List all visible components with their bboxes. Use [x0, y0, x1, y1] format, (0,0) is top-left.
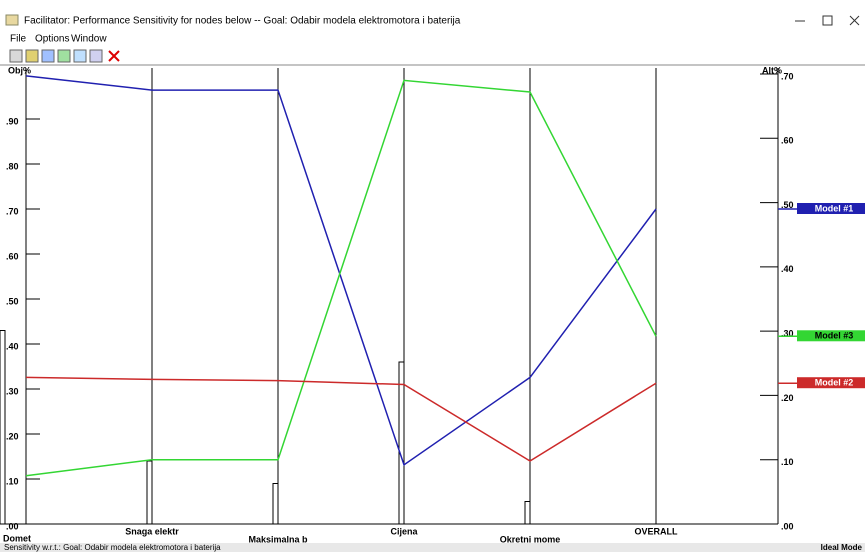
legend-label: Model #1 [815, 203, 854, 213]
series-line [25, 79, 657, 477]
maximize-button[interactable] [822, 15, 833, 26]
x-tick-label: Domet [3, 533, 31, 543]
y2-tick-label: .00 [781, 521, 794, 531]
menu-item[interactable]: Options [35, 34, 69, 45]
x-tick-label: Okretni mome [500, 534, 561, 544]
app-icon [5, 14, 19, 26]
y-tick-label: .70 [6, 206, 19, 216]
toolbar [9, 49, 120, 63]
tool-button[interactable] [108, 50, 120, 62]
y2-tick-label: .40 [781, 264, 794, 274]
series-line [25, 75, 657, 467]
y2-tick-label: .20 [781, 393, 794, 403]
legend-label: Model #2 [815, 378, 854, 388]
tool-button[interactable] [25, 49, 39, 63]
status-bar [0, 543, 865, 552]
y-tick-label: .20 [6, 431, 19, 441]
y-tick-label: .30 [6, 386, 19, 396]
y2-tick-label: .50 [781, 200, 794, 210]
y2-axis-label: Alt% [762, 65, 782, 75]
y-tick-label: .60 [6, 251, 19, 261]
y2-tick-label: .30 [781, 329, 794, 339]
status-text: Sensitivity w.r.t.: Goal: Odabir modela … [4, 543, 221, 552]
window-title: Facilitator: Performance Sensitivity for… [24, 16, 461, 27]
legend-swatch [797, 330, 865, 342]
menu-item[interactable]: Window [71, 34, 107, 45]
close-button[interactable] [849, 15, 860, 26]
menu-item[interactable]: File [10, 34, 27, 45]
tool-button[interactable] [57, 49, 71, 63]
objective-bar [146, 460, 153, 525]
objective-bar [0, 330, 6, 525]
x-tick-label: Cijena [390, 526, 418, 536]
tool-button[interactable] [41, 49, 55, 63]
legend-label: Model #3 [815, 331, 854, 341]
legend-swatch [797, 377, 865, 389]
x-tick-label: Maksimalna b [248, 534, 308, 544]
y-axis-label: Obj% [8, 65, 31, 75]
tool-button[interactable] [89, 49, 103, 63]
y2-tick-label: .10 [781, 457, 794, 467]
series-line [25, 376, 657, 462]
objective-bar [524, 501, 531, 525]
y2-tick-label: .60 [781, 136, 794, 146]
tool-button[interactable] [9, 49, 23, 63]
status-mode: Ideal Mode [821, 543, 863, 552]
y-tick-label: .50 [6, 296, 19, 306]
y-tick-label: .00 [6, 521, 19, 531]
y-tick-label: .90 [6, 116, 19, 126]
x-tick-label: Snaga elektr [125, 526, 179, 536]
y2-tick-label: .70 [781, 71, 794, 81]
x-tick-label: OVERALL [634, 526, 678, 536]
legend-swatch [797, 203, 865, 214]
y-tick-label: .80 [6, 161, 19, 171]
y-tick-label: .40 [6, 341, 19, 351]
tool-button[interactable] [73, 49, 87, 63]
y-tick-label: .10 [6, 476, 19, 486]
objective-bar [398, 361, 405, 525]
objective-bar [272, 483, 279, 525]
